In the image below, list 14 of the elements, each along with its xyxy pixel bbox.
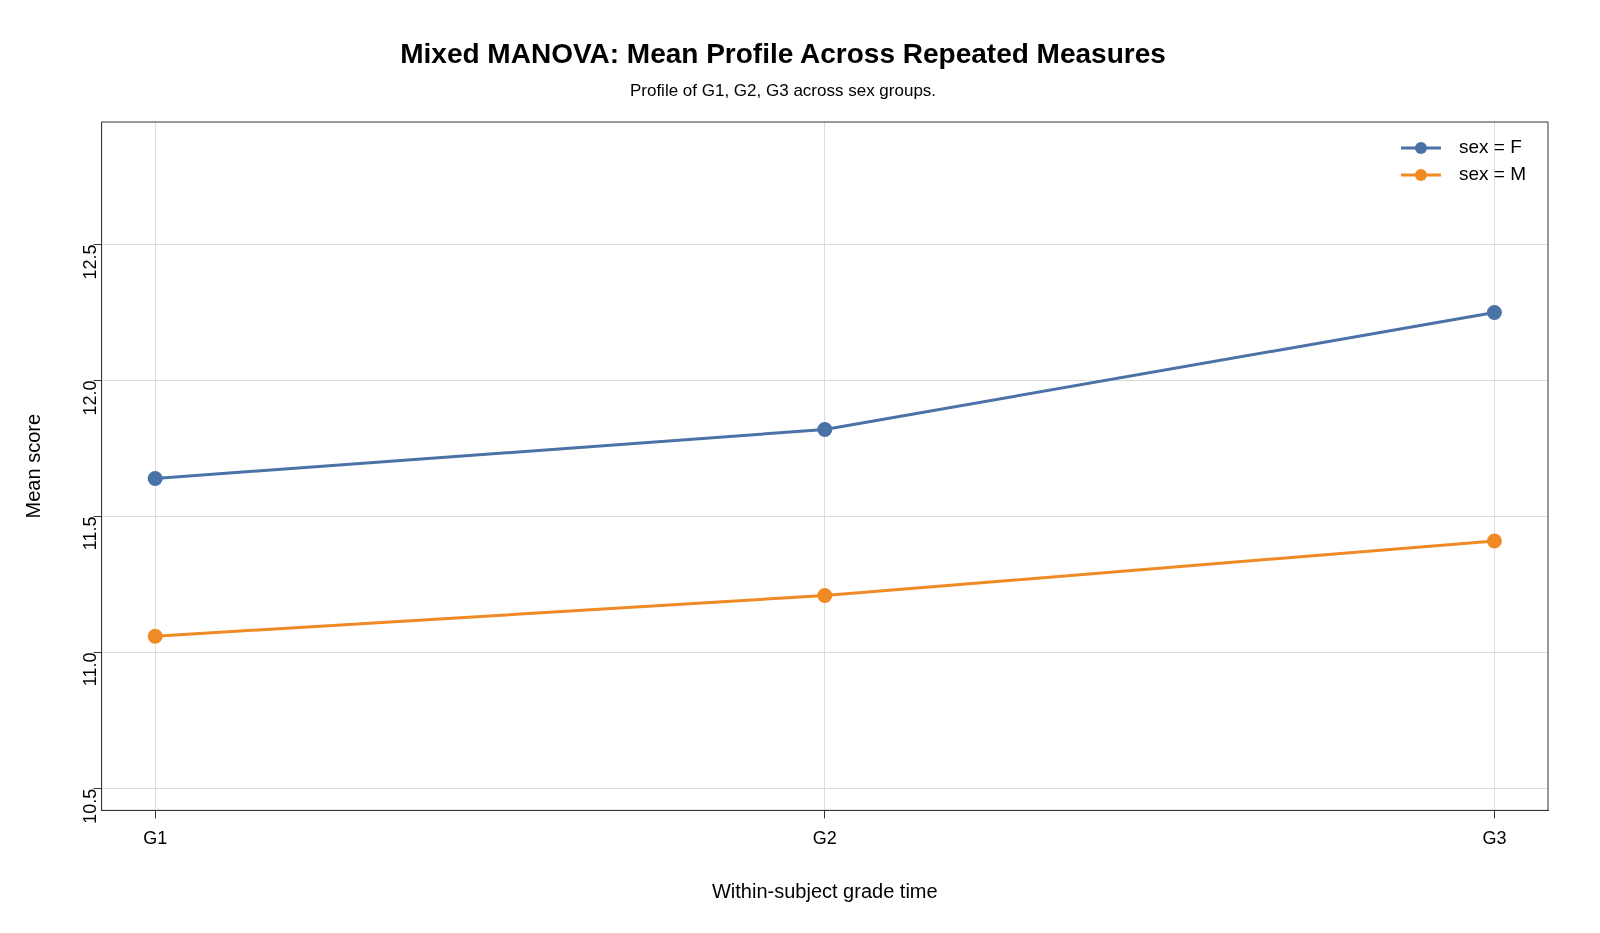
y-tick-label: 11.5: [79, 516, 100, 551]
x-tick-label: G2: [812, 828, 837, 849]
chart-title: Mixed MANOVA: Mean Profile Across Repeated Measures: [400, 37, 1166, 69]
x-tick-label: G1: [143, 828, 168, 849]
y-tick-label: 11.0: [79, 652, 100, 687]
y-axis-title: Mean score: [21, 413, 44, 519]
y-tick-label: 12.5: [79, 244, 100, 280]
x-axis-title: Within-subject grade time: [711, 879, 938, 902]
y-tick-label: 10.5: [79, 788, 100, 824]
x-tick-label: G3: [1482, 828, 1507, 849]
chart-subtitle: Profile of G1, G2, G3 across sex groups.: [629, 81, 937, 101]
y-tick-label: 12.0: [79, 380, 100, 416]
legend-label: sex = M: [1458, 163, 1527, 185]
legend-label: sex = F: [1458, 136, 1522, 158]
